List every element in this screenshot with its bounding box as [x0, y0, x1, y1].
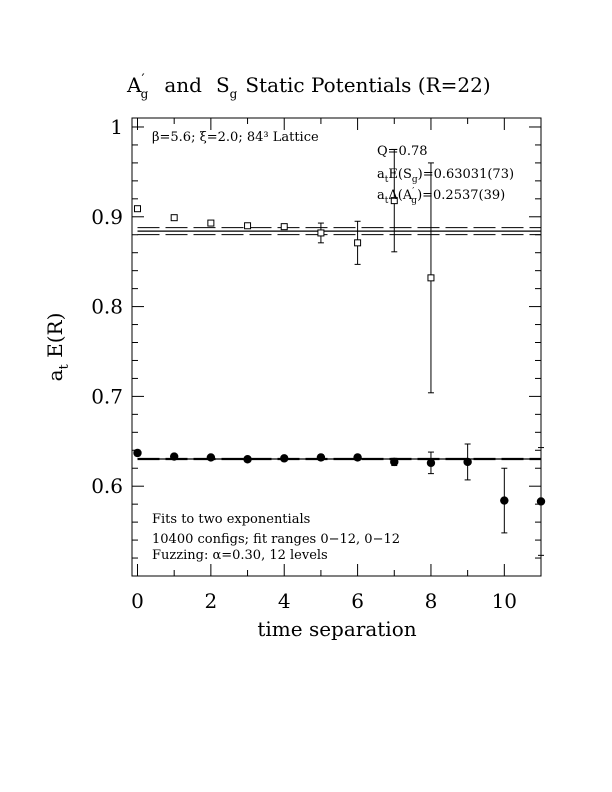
point-ag — [134, 205, 142, 213]
x-axis-label: time separation — [257, 617, 416, 641]
y-axis-label-rest: E(R) — [43, 313, 67, 365]
point-ag — [280, 223, 288, 231]
point-sg — [426, 458, 436, 468]
lattice-annotation: β=5.6; ξ=2.0; 84³ Lattice — [152, 130, 319, 145]
title-part4: Static Potentials (R=22) — [245, 73, 490, 97]
q-annotation: Q=0.78 — [377, 144, 428, 159]
x-tick-label: 6 — [351, 589, 364, 613]
y-tick-label: 0.9 — [91, 205, 123, 229]
title-part1-sup: ′ — [141, 72, 144, 88]
point-sg — [353, 453, 362, 462]
point-sg — [390, 457, 399, 467]
title-part3-sub: g — [230, 87, 238, 101]
fit-lines — [137, 227, 541, 461]
fit-sg-annotation: atE(Sg)=0.63031(73) — [377, 167, 514, 185]
point-ag — [207, 219, 215, 227]
x-tick-label: 10 — [492, 589, 517, 613]
point-ag — [354, 239, 362, 247]
title-part1-base: A — [126, 73, 142, 97]
y-tick-label: 0.8 — [91, 295, 123, 319]
y-axis-label-sub: t — [57, 363, 72, 369]
point-ag — [427, 274, 435, 282]
point-sg — [169, 452, 179, 461]
axis-ticks — [132, 118, 542, 576]
point-ag — [170, 214, 178, 222]
fuzzing-annotation: Fuzzing: α=0.30, 12 levels — [152, 548, 328, 563]
y-tick-label: 1 — [110, 115, 123, 139]
point-sg — [133, 448, 142, 458]
point-sg — [316, 453, 326, 462]
point-sg — [280, 454, 289, 463]
title-part2: and — [164, 73, 202, 97]
x-tick-label: 0 — [131, 589, 144, 613]
configs-annotation: 10400 configs; fit ranges 0−12, 0−12 — [152, 532, 400, 547]
chart-title: A′ g and Sg Static Potentials (R=22) — [126, 72, 491, 101]
point-ag — [244, 222, 252, 230]
x-tick-label: 4 — [278, 589, 291, 613]
y-tick-label: 0.6 — [91, 474, 123, 498]
y-axis-label: at E(R) — [43, 313, 72, 382]
x-tick-label: 2 — [204, 589, 217, 613]
fits-annotation: Fits to two exponentials — [152, 512, 310, 527]
x-tick-label: 8 — [425, 589, 438, 613]
y-axis-label-base: a — [43, 369, 67, 381]
point-ag — [317, 229, 325, 237]
y-tick-label: 0.7 — [91, 384, 123, 408]
point-sg — [536, 497, 546, 506]
point-sg — [463, 457, 472, 467]
tick-labels: 0 2 4 6 8 10 0.6 0.7 0.8 0.9 1 — [91, 115, 517, 613]
point-sg — [243, 455, 252, 464]
point-sg — [500, 496, 509, 505]
data-points — [133, 148, 546, 556]
fit-ag-annotation: atΔ(A′ g)=0.2537(39) — [377, 187, 505, 206]
point-sg — [206, 453, 216, 462]
plot-frame — [131, 117, 542, 577]
point-ag — [390, 197, 398, 205]
title-part3-base: S — [216, 73, 230, 97]
title-part1-sub: g — [141, 87, 149, 101]
